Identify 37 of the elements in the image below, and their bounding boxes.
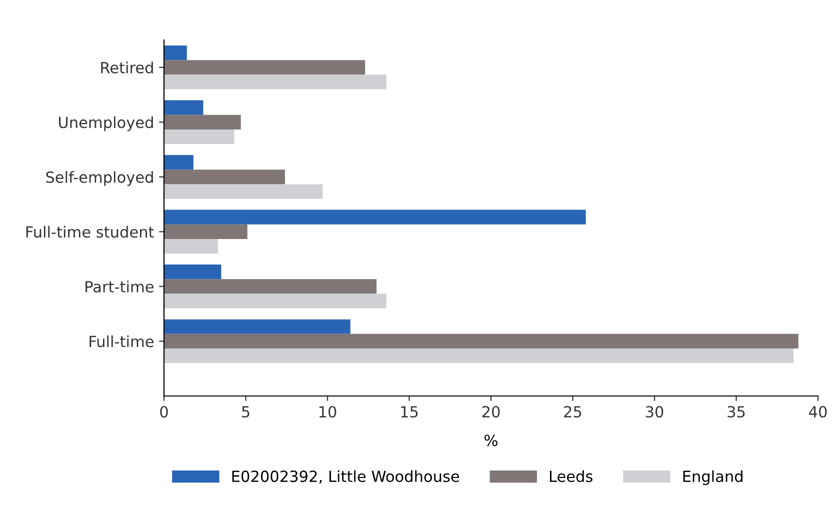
y-tick-label: Self-employed	[46, 171, 153, 186]
x-tick-label: 0	[160, 406, 168, 418]
bar	[164, 264, 222, 280]
x-tick-label: 25	[564, 406, 582, 418]
bar	[164, 319, 350, 334]
y-tick-label: Part-time	[86, 280, 154, 292]
y-tick-label: Full-time student	[26, 226, 154, 238]
x-tick-label: 40	[809, 406, 827, 418]
y-tick-label: Full-time	[90, 335, 154, 348]
bar	[164, 279, 377, 294]
bar	[164, 348, 794, 364]
bar	[164, 45, 187, 60]
y-tick-label: Unemployed	[59, 116, 153, 132]
legend-label: Leeds	[550, 470, 592, 482]
x-tick-label: 15	[401, 406, 418, 418]
x-tick-label: 5	[242, 406, 250, 418]
bar	[164, 155, 194, 170]
bar	[164, 170, 285, 184]
bar	[164, 60, 366, 75]
bar	[164, 334, 798, 349]
bar	[164, 100, 204, 115]
legend-label: England	[683, 470, 742, 486]
bar	[164, 238, 218, 254]
bar	[164, 224, 248, 239]
bar	[164, 129, 234, 144]
x-tick-label: 30	[646, 406, 664, 418]
x-tick-label: 20	[482, 406, 500, 418]
bar	[164, 210, 586, 224]
x-tick-label: 10	[319, 406, 336, 418]
x-axis-title: %	[484, 434, 498, 446]
legend-label: E02002392, Little Woodhouse	[232, 470, 460, 484]
bar	[164, 184, 323, 199]
y-tick-label: Retired	[101, 62, 153, 74]
bar	[164, 294, 386, 308]
x-tick-label: 35	[728, 406, 745, 418]
bar	[164, 114, 241, 130]
bar	[164, 74, 386, 90]
